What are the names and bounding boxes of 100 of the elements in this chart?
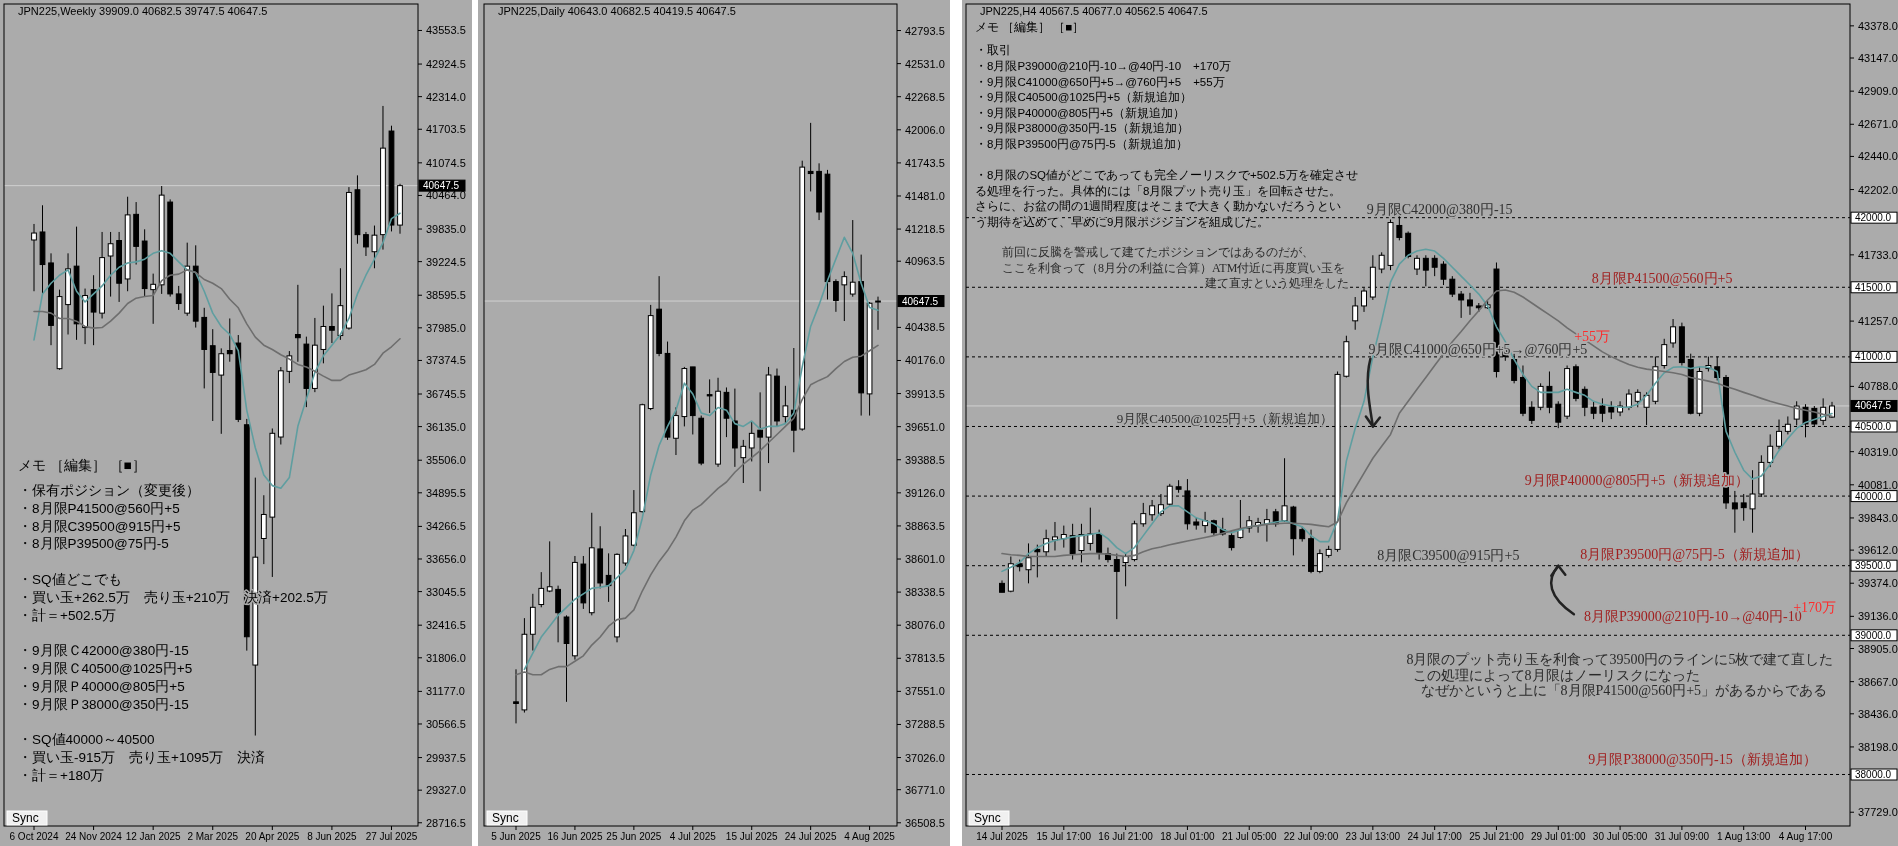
annotation: 8月限P39000@210円-10→@40円-10 — [1583, 609, 1802, 625]
y-tick-label: 33656.0 — [426, 553, 466, 565]
y-tick-label: 35506.0 — [426, 454, 466, 467]
y-tick-label: 36771.0 — [905, 783, 945, 796]
y-tick-label: 37026.0 — [905, 751, 945, 764]
y-tick-label: 33045.5 — [426, 585, 466, 598]
annotation: ・買い玉-915万 売り玉+1095万 決済 — [18, 749, 265, 765]
y-tick-label: 42531.0 — [905, 57, 945, 70]
candlestick — [1458, 290, 1465, 319]
x-tick-label: 30 Jul 05:00 — [1592, 831, 1648, 842]
candlestick — [286, 350, 293, 384]
y-tick-label: 39136.0 — [1858, 610, 1898, 623]
y-tick-label: 34895.5 — [426, 486, 466, 499]
candlestick — [329, 292, 335, 344]
candlestick — [555, 585, 561, 643]
x-tick-label: 15 Jul 2025 — [725, 831, 779, 842]
x-tick-label: 4 Aug 17:00 — [1778, 831, 1833, 842]
y-tick-label: 39224.5 — [426, 255, 466, 268]
candlestick — [1140, 502, 1147, 528]
candlestick — [226, 317, 233, 363]
annotation: 前回に反騰を警戒して建てたポジションではあるのだが、 — [1002, 245, 1314, 260]
chart-title: JPN225,H4 40567.5 40677.0 40562.5 40647.5 — [980, 5, 1208, 17]
x-tick-label: 24 Jul 17:00 — [1407, 831, 1463, 842]
annotation: Sync — [12, 811, 39, 825]
candlestick — [1087, 507, 1094, 552]
annotation: 8月限P39500円@75円-5（新規追加） — [1580, 546, 1809, 562]
y-tick-label: 41743.5 — [905, 156, 945, 169]
candlestick — [107, 231, 114, 298]
y-tick-label: 40464.0 — [426, 189, 466, 202]
annotation: ・9月限Ｐ40000@805円+5 — [18, 678, 185, 694]
y-tick-label: 34266.5 — [426, 520, 466, 533]
candlestick — [1528, 400, 1535, 425]
y-tick-label: 39835.0 — [426, 223, 466, 236]
ref-line-label: 40647.5 — [902, 295, 939, 307]
y-tick-label: 37288.5 — [905, 718, 945, 731]
annotation: ・取引 — [975, 44, 1011, 57]
candlestick — [320, 305, 327, 364]
y-tick-label: 36745.5 — [426, 388, 466, 401]
candlestick — [1581, 385, 1588, 417]
annotation: この処理によって8月限はノーリスクになった — [1412, 667, 1700, 683]
y-tick-label: 38905.0 — [1858, 642, 1898, 655]
candlestick — [782, 385, 789, 425]
annotation: ・9月限Ｃ40500@1025円+5 — [18, 660, 193, 676]
y-tick-label: 37729.0 — [1858, 806, 1898, 819]
y-tick-label: 38076.0 — [905, 619, 945, 632]
annotation: ・計＝+502.5万 — [18, 607, 116, 623]
x-tick-label: 15 Jul 17:00 — [1036, 831, 1092, 842]
candlestick — [1422, 254, 1429, 287]
candlestick — [1052, 521, 1058, 552]
y-tick-label: 42006.0 — [905, 123, 945, 136]
ref-line-label: 39500.0 — [1855, 560, 1892, 572]
candlestick — [546, 540, 553, 593]
candlestick — [740, 439, 747, 484]
y-tick-label: 31177.0 — [426, 685, 465, 698]
y-tick-label: 39374.0 — [1858, 577, 1898, 590]
y-tick-label: 37985.0 — [426, 321, 466, 334]
y-tick-label: 40176.0 — [905, 354, 945, 367]
y-tick-label: 36508.5 — [905, 816, 945, 829]
y-tick-label: 31806.0 — [426, 651, 466, 664]
x-tick-label: 24 Nov 2024 — [65, 831, 123, 842]
y-tick-label: 39612.0 — [1858, 544, 1898, 557]
chart-title: JPN225,Weekly 39909.0 40682.5 39747.5 40647.5 — [18, 5, 268, 17]
annotation: 建て直すという処理をした — [1204, 276, 1350, 291]
y-tick-label: 43378.0 — [1858, 19, 1898, 32]
y-tick-label: 41257.0 — [1858, 315, 1898, 328]
y-tick-label: 37374.5 — [426, 354, 466, 367]
y-tick-label: 42202.0 — [1858, 183, 1898, 196]
candlestick — [1670, 318, 1677, 349]
x-tick-label: 31 Jul 09:00 — [1654, 831, 1710, 842]
ref-line-label: 39000.0 — [1855, 629, 1892, 641]
annotation: 8月限P41500@560円+5 — [1591, 271, 1733, 287]
y-tick-label: 41733.0 — [1858, 248, 1898, 261]
y-tick-label: 30566.5 — [426, 717, 466, 730]
x-tick-label: 22 Jul 09:00 — [1283, 831, 1339, 842]
candlestick — [841, 270, 848, 322]
candlestick — [294, 284, 301, 363]
candlestick — [748, 420, 755, 462]
x-tick-label: 27 Jul 2025 — [365, 831, 418, 842]
y-tick-label: 42314.0 — [426, 90, 466, 103]
x-tick-label: 4 Jul 2025 — [669, 831, 717, 842]
candlestick — [1069, 523, 1076, 561]
annotation: さらに、お盆の間の1週間程度はそこまで大きく動かないだろうとい — [975, 199, 1342, 214]
y-tick-label: 42924.5 — [426, 58, 466, 71]
y-tick-label: 41703.5 — [426, 123, 466, 136]
annotation: メモ ［編集］ ［■］ — [975, 21, 1085, 34]
x-tick-label: 25 Jul 21:00 — [1469, 831, 1525, 842]
annotation: る処理を行った。具体的には「8月限プット売り玉」を回転させた。 — [975, 183, 1342, 197]
annotation: ・9月限C40500@1025円+5（新規追加） — [975, 90, 1193, 105]
y-tick-label: 29327.0 — [426, 784, 466, 797]
annotation: 8月限のプット売り玉を利食って39500円のラインに5枚で建て直した — [1406, 651, 1834, 667]
candlestick — [1414, 254, 1420, 276]
ref-line-label: 40647.5 — [1855, 400, 1892, 412]
x-tick-label: 1 Aug 13:00 — [1717, 831, 1771, 842]
candlestick — [1625, 388, 1632, 411]
x-tick-label: 12 Jan 2025 — [125, 831, 182, 842]
x-tick-label: 4 Aug 2025 — [844, 831, 896, 842]
candlestick — [1405, 230, 1412, 259]
y-tick-label: 42671.0 — [1858, 118, 1898, 131]
candlestick — [807, 122, 814, 192]
y-tick-label: 40319.0 — [1858, 445, 1898, 458]
